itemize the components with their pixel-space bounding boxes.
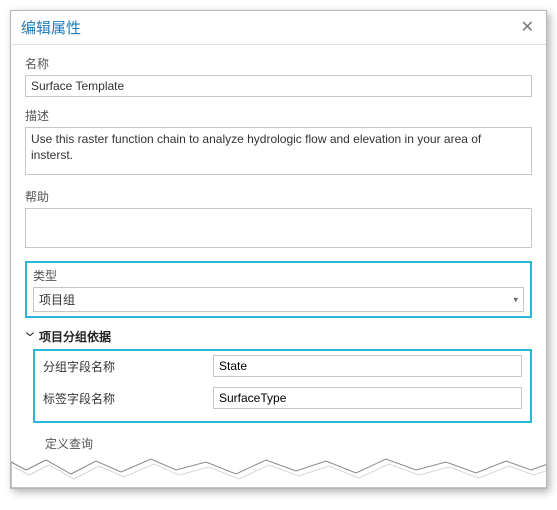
def-query-label: 定义查询 xyxy=(45,435,532,452)
tag-field-input[interactable] xyxy=(213,387,522,409)
grouping-highlight-box: 分组字段名称 标签字段名称 xyxy=(33,349,532,423)
group-field-input[interactable] xyxy=(213,355,522,377)
type-select-wrap: 项目组 ▾ xyxy=(33,287,524,312)
help-label: 帮助 xyxy=(25,188,532,205)
name-label: 名称 xyxy=(25,55,532,72)
group-field-label: 分组字段名称 xyxy=(43,358,213,375)
grouping-section-header[interactable]: ﹀ 项目分组依据 xyxy=(25,328,532,345)
tag-field-row: 标签字段名称 xyxy=(43,387,522,409)
description-field-group: 描述 xyxy=(25,107,532,178)
collapse-arrow-icon: ﹀ xyxy=(26,329,34,344)
tag-field-label: 标签字段名称 xyxy=(43,390,213,407)
name-input[interactable] xyxy=(25,75,532,97)
grouping-section-title: 项目分组依据 xyxy=(39,328,111,345)
description-input[interactable] xyxy=(25,127,532,175)
torn-edge-decoration xyxy=(11,456,546,488)
def-query-row: 定义查询 xyxy=(11,433,546,452)
type-highlight-box: 类型 项目组 ▾ xyxy=(25,261,532,318)
dialog-content: 名称 描述 帮助 类型 项目组 ▾ ﹀ 项目分组依据 xyxy=(11,45,546,423)
group-field-row: 分组字段名称 xyxy=(43,355,522,377)
help-field-group: 帮助 xyxy=(25,188,532,251)
close-icon[interactable]: ✕ xyxy=(517,20,538,36)
edit-properties-dialog: 编辑属性 ✕ 名称 描述 帮助 类型 项目组 ▾ ﹀ xyxy=(10,10,547,489)
name-field-group: 名称 xyxy=(25,55,532,97)
titlebar: 编辑属性 ✕ xyxy=(11,11,546,45)
help-input[interactable] xyxy=(25,208,532,248)
dialog-title: 编辑属性 xyxy=(21,17,81,38)
type-select[interactable]: 项目组 xyxy=(33,287,524,312)
type-label: 类型 xyxy=(33,267,524,284)
description-label: 描述 xyxy=(25,107,532,124)
